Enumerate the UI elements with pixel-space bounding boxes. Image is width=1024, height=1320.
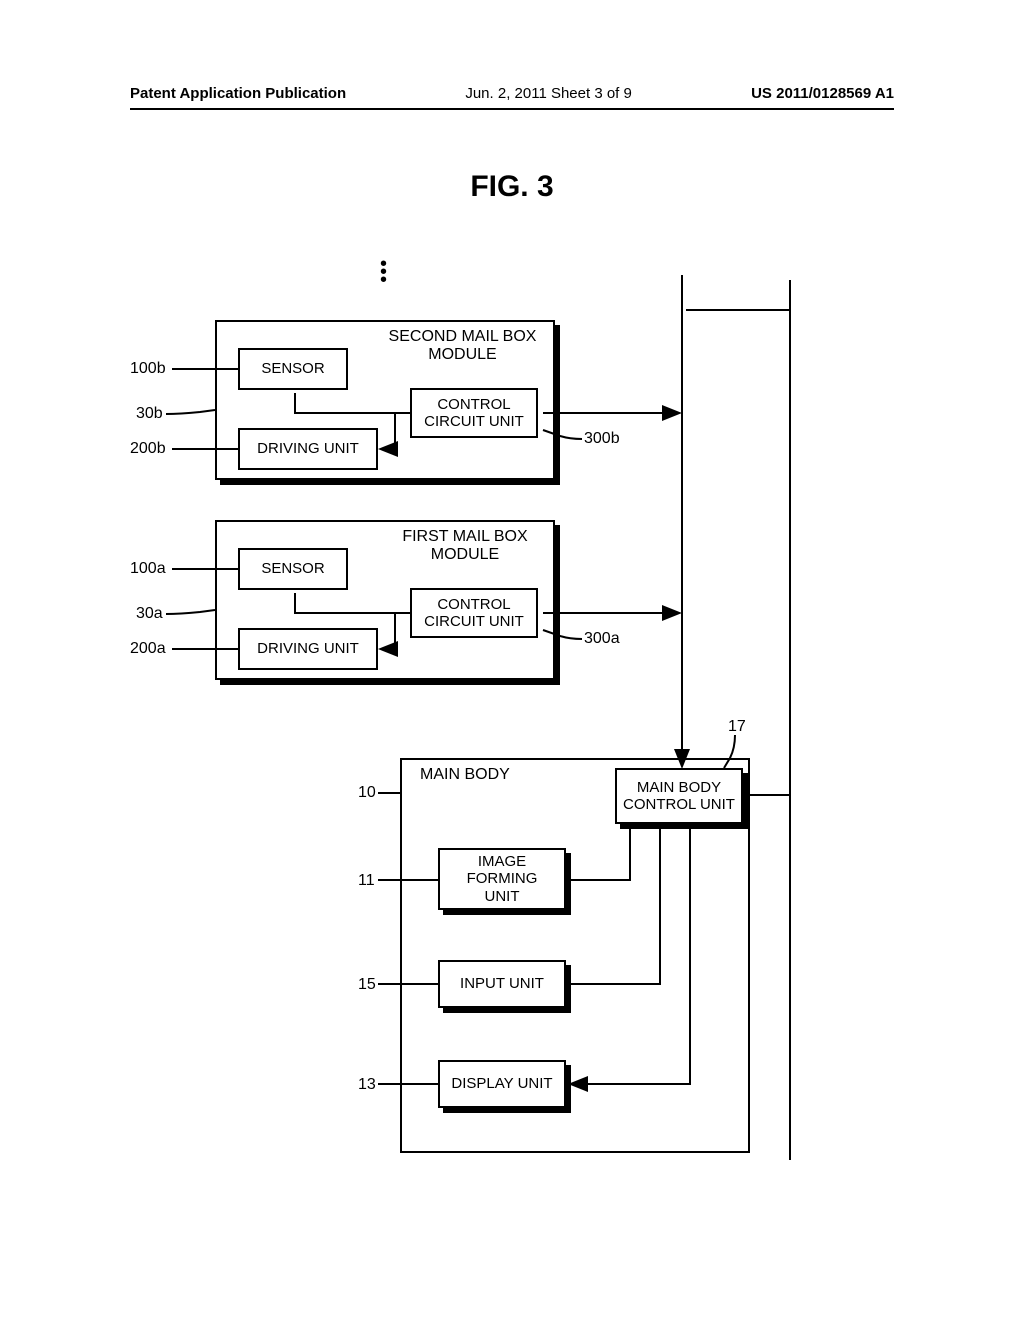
page: Patent Application Publication Jun. 2, 2… bbox=[0, 0, 1024, 1320]
ref-30a: 30a bbox=[136, 605, 163, 623]
input-unit-box: INPUT UNIT bbox=[438, 960, 566, 1008]
main-body-control-label: MAIN BODY CONTROL UNIT bbox=[623, 779, 735, 814]
ref-17: 17 bbox=[728, 718, 746, 736]
diagram-area: ••• SECOND MAIL BOX MODULE SENSOR DRIVIN… bbox=[130, 260, 890, 1160]
first-module-title: FIRST MAIL BOX MODULE bbox=[377, 528, 553, 565]
ref-200b: 200b bbox=[130, 440, 166, 458]
input-unit-label: INPUT UNIT bbox=[460, 975, 544, 992]
header-rule bbox=[130, 108, 894, 110]
main-body-control-box: MAIN BODY CONTROL UNIT bbox=[615, 768, 743, 824]
header-date-sheet: Jun. 2, 2011 Sheet 3 of 9 bbox=[465, 85, 632, 102]
control-a-label: CONTROL CIRCUIT UNIT bbox=[424, 596, 524, 631]
second-module-title: SECOND MAIL BOX MODULE bbox=[372, 328, 553, 365]
sensor-a-label: SENSOR bbox=[261, 560, 324, 577]
control-b-label: CONTROL CIRCUIT UNIT bbox=[424, 396, 524, 431]
image-forming-label: IMAGE FORMING UNIT bbox=[467, 853, 538, 905]
ref-10: 10 bbox=[358, 784, 376, 802]
driving-b-box: DRIVING UNIT bbox=[238, 428, 378, 470]
header-doc-number: US 2011/0128569 A1 bbox=[751, 85, 894, 102]
ref-100a: 100a bbox=[130, 560, 166, 578]
ref-300a: 300a bbox=[584, 630, 620, 648]
ref-300b: 300b bbox=[584, 430, 620, 448]
driving-a-label: DRIVING UNIT bbox=[257, 640, 359, 657]
ref-11: 11 bbox=[358, 872, 375, 890]
display-unit-box: DISPLAY UNIT bbox=[438, 1060, 566, 1108]
ref-100b: 100b bbox=[130, 360, 166, 378]
sensor-b-label: SENSOR bbox=[261, 360, 324, 377]
continuation-dots: ••• bbox=[380, 260, 387, 284]
sensor-a-box: SENSOR bbox=[238, 548, 348, 590]
ref-13: 13 bbox=[358, 1076, 376, 1094]
main-body-title: MAIN BODY bbox=[420, 766, 510, 784]
display-unit-label: DISPLAY UNIT bbox=[451, 1075, 552, 1092]
sensor-b-box: SENSOR bbox=[238, 348, 348, 390]
ref-15: 15 bbox=[358, 976, 376, 994]
control-a-box: CONTROL CIRCUIT UNIT bbox=[410, 588, 538, 638]
image-forming-box: IMAGE FORMING UNIT bbox=[438, 848, 566, 910]
figure-title: FIG. 3 bbox=[0, 170, 1024, 204]
header-row: Patent Application Publication Jun. 2, 2… bbox=[130, 85, 894, 108]
driving-a-box: DRIVING UNIT bbox=[238, 628, 378, 670]
ref-30b: 30b bbox=[136, 405, 163, 423]
driving-b-label: DRIVING UNIT bbox=[257, 440, 359, 457]
header-publication: Patent Application Publication bbox=[130, 85, 346, 102]
control-b-box: CONTROL CIRCUIT UNIT bbox=[410, 388, 538, 438]
ref-200a: 200a bbox=[130, 640, 166, 658]
